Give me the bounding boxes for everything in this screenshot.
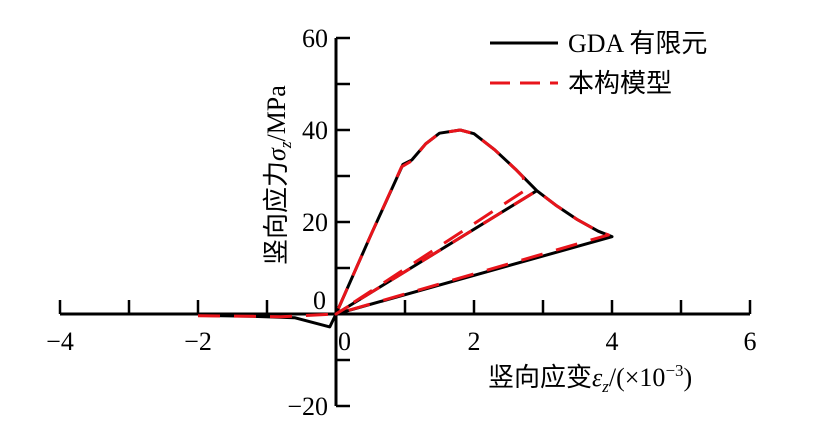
series-group [197,128,614,329]
origin-zero-label: 0 [313,286,326,315]
legend: GDA 有限元 本构模型 [490,29,707,98]
legend-label-model: 本构模型 [568,69,672,98]
y-axis-label: 竖向应力σz/MPa [262,85,295,265]
y-tick-label: −20 [287,392,328,421]
series-line-1 [197,128,610,319]
y-tick-label: 20 [302,208,328,237]
x-tick-label: −2 [184,327,212,356]
x-tick-label: 6 [744,327,757,356]
x-tick-label: 0 [338,327,351,356]
series-line-0 [197,128,614,329]
x-tick-label: 4 [606,327,619,356]
x-axis-label: 竖向应变εz/(×10−3) [488,361,692,396]
x-tick-label: 2 [468,327,481,356]
y-tick-label: 40 [302,116,328,145]
x-tick-label: −4 [46,327,74,356]
legend-label-gda: GDA 有限元 [568,29,707,58]
y-tick-label: 60 [302,24,328,53]
